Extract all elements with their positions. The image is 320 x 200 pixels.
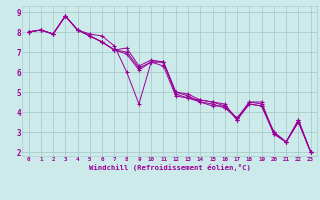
X-axis label: Windchill (Refroidissement éolien,°C): Windchill (Refroidissement éolien,°C) [89,164,251,171]
